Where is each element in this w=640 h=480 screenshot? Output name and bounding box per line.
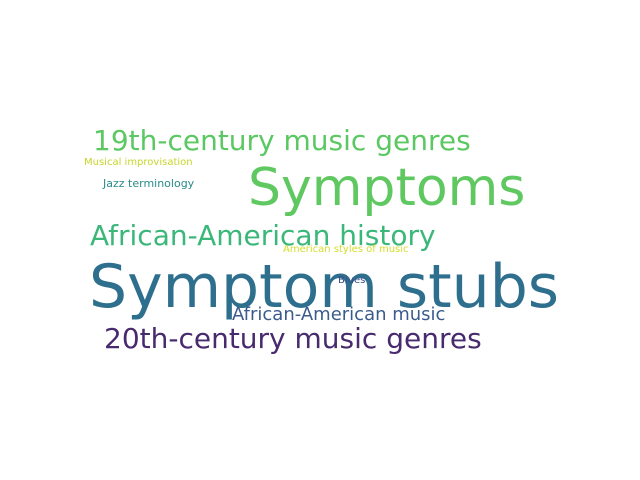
word-blues: Blues xyxy=(338,275,366,286)
word-american-styles-of-music: American styles of music xyxy=(283,244,409,255)
word-african-american-history: African-American history xyxy=(90,219,436,252)
word-symptoms: Symptoms xyxy=(248,158,526,218)
word-musical-improvisation: Musical improvisation xyxy=(84,157,193,168)
word-african-american-music: African-American music xyxy=(232,304,446,325)
word-symptom-stubs: Symptom stubs xyxy=(89,252,560,322)
word-19th-century-music-genres: 19th-century music genres xyxy=(93,124,471,157)
word-20th-century-music-genres: 20th-century music genres xyxy=(104,322,482,355)
word-jazz-terminology: Jazz terminology xyxy=(103,177,195,190)
word-cloud: 19th-century music genres Musical improv… xyxy=(80,120,560,360)
